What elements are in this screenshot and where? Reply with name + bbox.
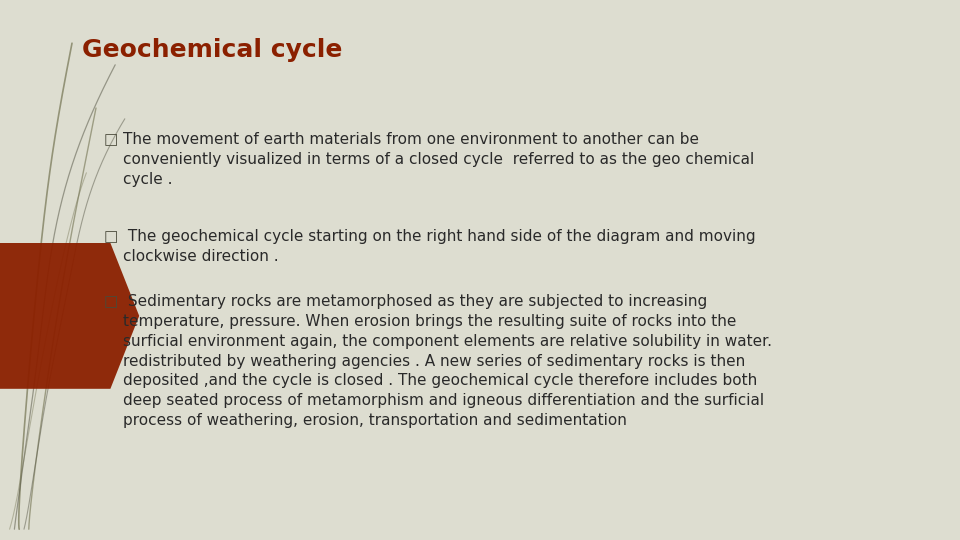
Text: □: □ xyxy=(104,294,118,309)
Polygon shape xyxy=(0,243,139,389)
Text: □: □ xyxy=(104,132,118,147)
Text: The geochemical cycle starting on the right hand side of the diagram and moving
: The geochemical cycle starting on the ri… xyxy=(123,230,756,264)
Text: □: □ xyxy=(104,230,118,245)
Text: Sedimentary rocks are metamorphosed as they are subjected to increasing
temperat: Sedimentary rocks are metamorphosed as t… xyxy=(123,294,772,428)
Text: Geochemical cycle: Geochemical cycle xyxy=(82,38,342,62)
Text: The movement of earth materials from one environment to another can be
convenien: The movement of earth materials from one… xyxy=(123,132,755,187)
